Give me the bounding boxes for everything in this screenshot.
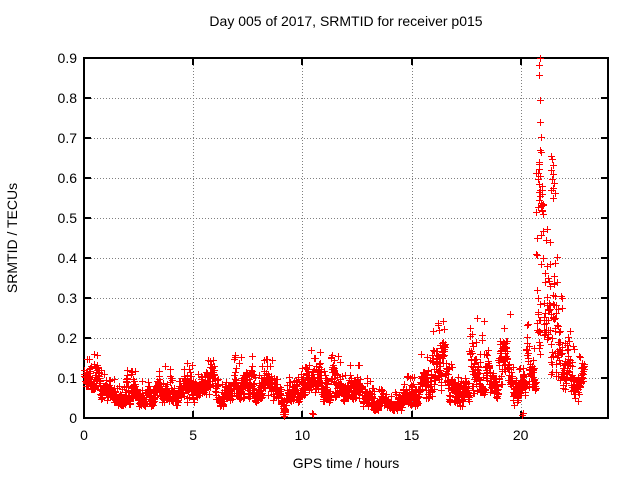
y-tick-label: 0.8 bbox=[58, 90, 78, 106]
x-tick-label: 20 bbox=[513, 427, 529, 443]
chart-title: Day 005 of 2017, SRMTID for receiver p01… bbox=[209, 13, 482, 29]
y-tick-label: 0.3 bbox=[58, 290, 78, 306]
x-axis-label: GPS time / hours bbox=[293, 455, 400, 471]
x-tick-label: 5 bbox=[189, 427, 197, 443]
tick-labels: 0 0.1 0.2 0.3 0.4 0.5 0.6 0.7 0.8 0.9 0 5 10 15 20 bbox=[58, 50, 529, 443]
x-tick-label: 15 bbox=[404, 427, 420, 443]
x-tick-label: 0 bbox=[80, 427, 88, 443]
data-points bbox=[81, 55, 588, 420]
x-tick-label: 10 bbox=[295, 427, 311, 443]
y-tick-label: 0.6 bbox=[58, 170, 78, 186]
y-tick-label: 0.1 bbox=[58, 370, 78, 386]
y-tick-label: 0 bbox=[69, 410, 77, 426]
y-tick-label: 0.2 bbox=[58, 330, 78, 346]
y-tick-label: 0.9 bbox=[58, 50, 78, 66]
y-tick-label: 0.5 bbox=[58, 210, 78, 226]
y-tick-label: 0.4 bbox=[58, 250, 78, 266]
y-tick-label: 0.7 bbox=[58, 130, 78, 146]
y-axis-label: SRMTID / TECUs bbox=[4, 183, 20, 293]
plot-border bbox=[83, 57, 609, 419]
srmtid-points-path bbox=[81, 55, 588, 420]
